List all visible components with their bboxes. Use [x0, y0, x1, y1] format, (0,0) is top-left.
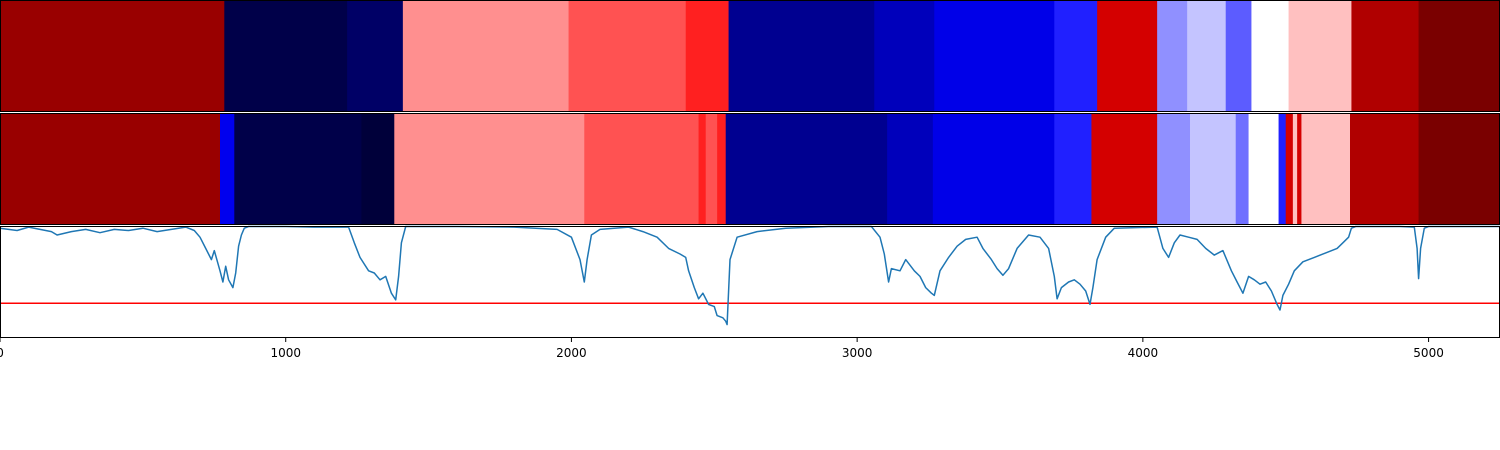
heatmap-cell-2-21 [1292, 114, 1298, 224]
x-tick-label: 2000 [556, 346, 587, 360]
heatmap-cell-1-18 [1418, 1, 1500, 111]
heatmap-cell-1-9 [934, 1, 1055, 111]
heatmap-cell-2-11 [887, 114, 934, 224]
heatmap-cell-1-5 [568, 1, 687, 111]
heatmap-cell-1-6 [685, 1, 730, 111]
heatmap-cell-2-2 [220, 114, 235, 224]
heatmap-cell-2-9 [717, 114, 727, 224]
heatmap-cell-2-18 [1248, 114, 1280, 224]
heatmap-cell-2-12 [932, 114, 1055, 224]
x-tick-label: 0 [0, 346, 4, 360]
heatmap-cell-2-16 [1190, 114, 1237, 224]
heatmap-cell-2-15 [1157, 114, 1191, 224]
heatmap-cell-1-11 [1097, 1, 1158, 111]
heatmap-cell-2-22 [1297, 114, 1302, 224]
heatmap-cell-2-6 [584, 114, 700, 224]
heatmap-cell-1-10 [1054, 1, 1098, 111]
heatmap-cell-1-17 [1351, 1, 1420, 111]
heatmap-cell-1-15 [1251, 1, 1290, 111]
heatmap-cell-1-14 [1225, 1, 1252, 111]
x-axis: 0 1000 2000 3000 4000 5000 [0, 338, 1444, 360]
heatmap-row-top [0, 1, 1500, 111]
series-line [0, 225, 1500, 326]
heatmap-cell-2-5 [394, 114, 585, 224]
heatmap-cell-2-25 [1418, 114, 1500, 224]
x-tick-label: 3000 [842, 346, 873, 360]
heatmap-cell-1-4 [402, 1, 570, 111]
x-tick-label: 1000 [270, 346, 301, 360]
heatmap-cell-1-12 [1157, 1, 1188, 111]
heatmap-cell-2-4 [361, 114, 395, 224]
heatmap-cell-2-14 [1091, 114, 1158, 224]
heatmap-cell-1-2 [224, 1, 348, 111]
heatmap-cell-1-16 [1288, 1, 1352, 111]
line-plot-panel [0, 225, 1500, 338]
heatmap-cell-2-20 [1285, 114, 1294, 224]
heatmap-cell-2-3 [234, 114, 362, 224]
heatmap-cell-2-24 [1350, 114, 1420, 224]
heatmap-cell-1-13 [1187, 1, 1227, 111]
heatmap-cell-2-19 [1278, 114, 1287, 224]
heatmap-cell-1-8 [874, 1, 935, 111]
heatmap-row-bottom [0, 114, 1500, 224]
x-tick-label: 4000 [1128, 346, 1159, 360]
heatmap-cell-2-10 [725, 114, 888, 224]
heatmap-cell-2-17 [1235, 114, 1250, 224]
heatmap-cell-2-1 [0, 114, 221, 224]
heatmap-cell-2-13 [1054, 114, 1092, 224]
heatmap-cell-2-7 [698, 114, 707, 224]
line-plot-background [0, 226, 1500, 338]
heatmap-cell-2-8 [705, 114, 718, 224]
heatmap-cell-2-23 [1301, 114, 1351, 224]
heatmap-cell-1-1 [0, 1, 225, 111]
heatmap-cell-1-7 [728, 1, 875, 111]
heatmap-cell-1-3 [347, 1, 404, 111]
x-tick-label: 5000 [1413, 346, 1444, 360]
